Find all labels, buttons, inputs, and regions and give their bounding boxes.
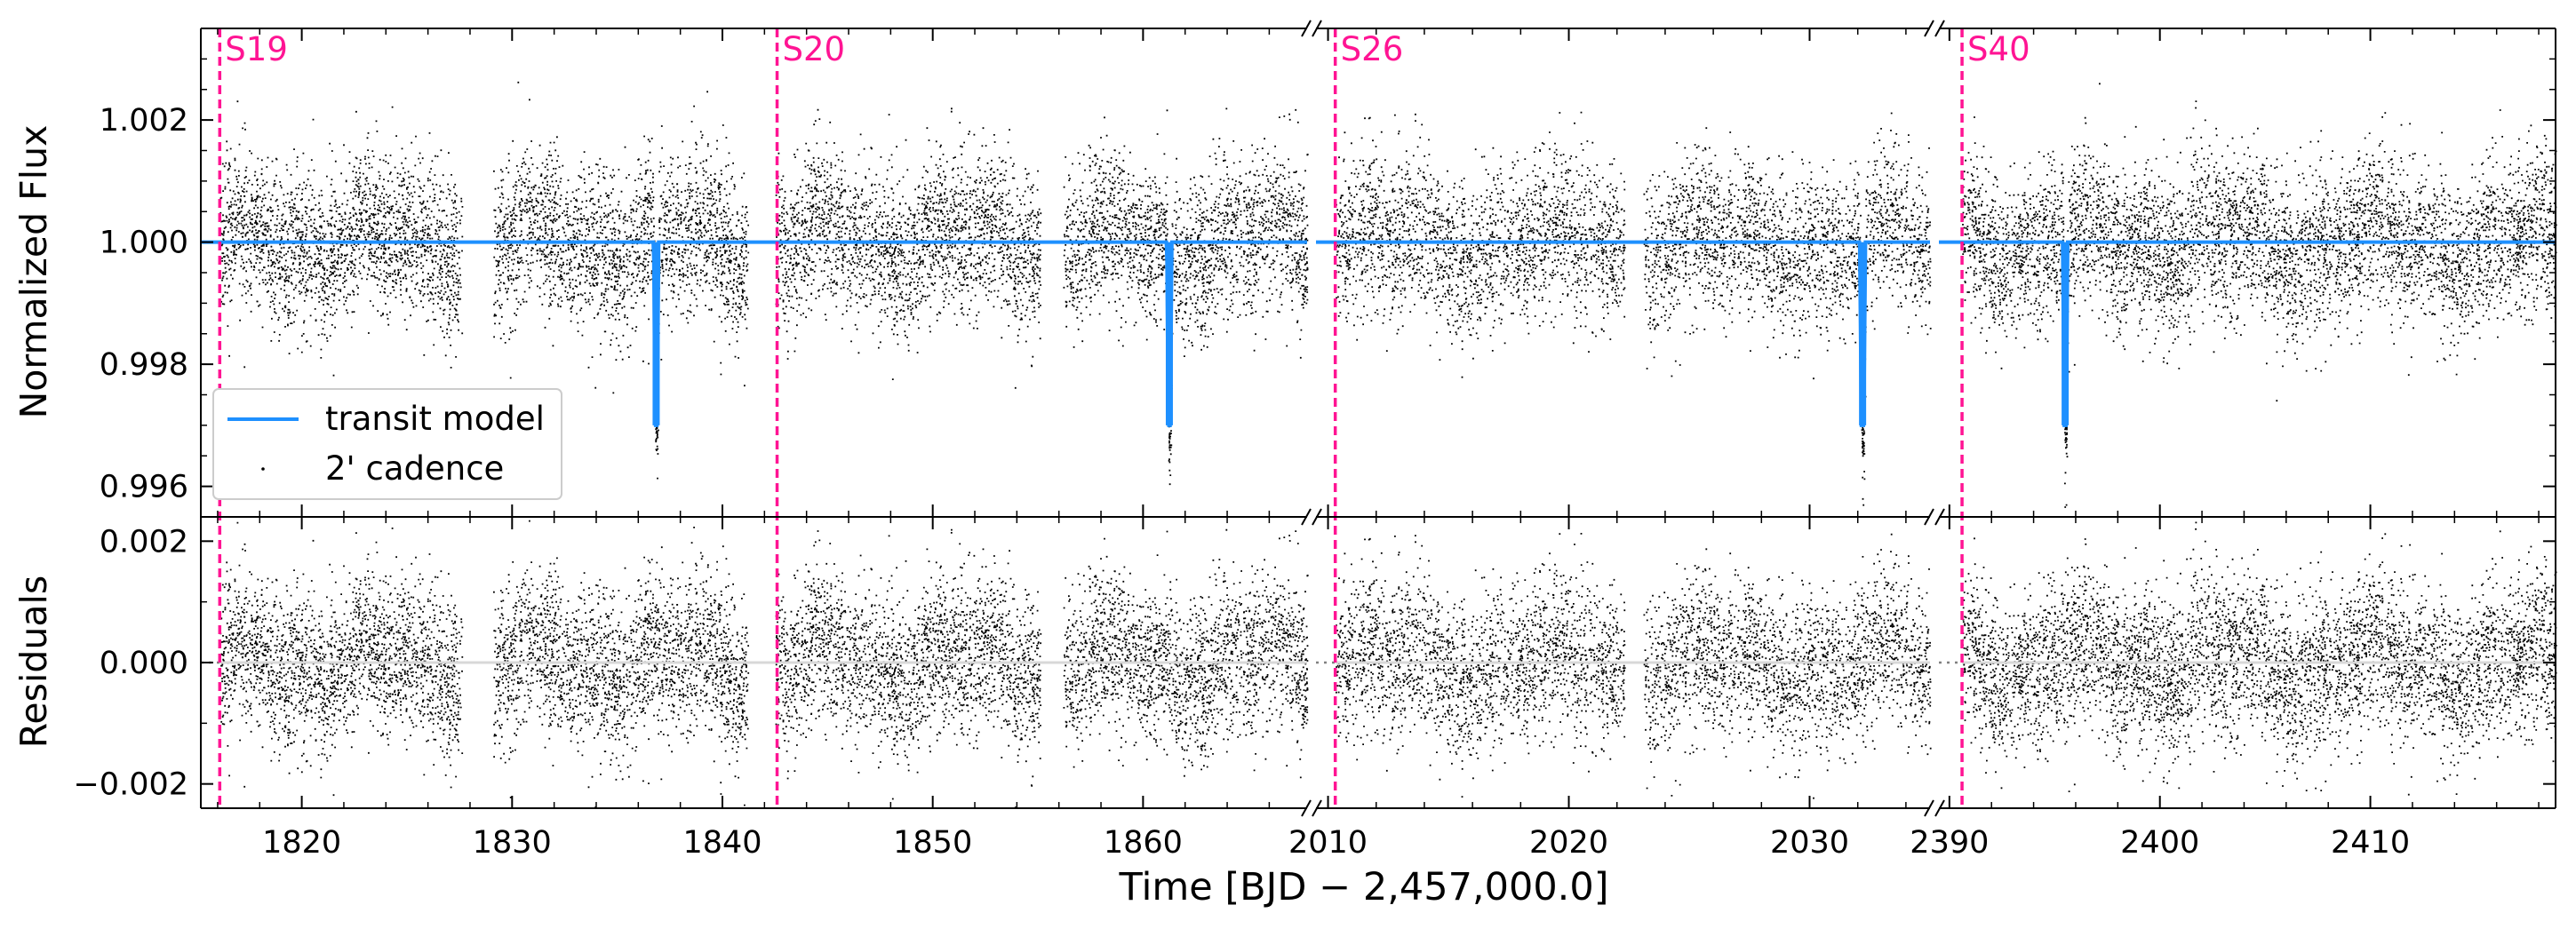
axis-break-mark [1924, 508, 1934, 526]
top-y-axis-label: Normalized Flux [12, 125, 55, 419]
top-panel [201, 81, 2557, 508]
axis-break-mark [1924, 20, 1934, 37]
legend: transit model 2' cadence [212, 388, 562, 500]
x-tick-label: 1830 [473, 825, 552, 861]
transit-model-segment [1939, 240, 2556, 427]
transit-model-line [201, 240, 2556, 427]
x-tick-label: 2410 [2331, 825, 2410, 861]
x-tick-label: 1820 [262, 825, 341, 861]
transit-model-segment [201, 240, 1307, 427]
y-tick-label: −0.002 [73, 767, 188, 803]
y-tick-label: 1.000 [100, 226, 188, 261]
axis-break-mark [1934, 508, 1945, 526]
x-tick-label: 2400 [2120, 825, 2199, 861]
axis-break-marks [1301, 20, 1945, 817]
sector-label: S20 [783, 30, 846, 68]
x-tick-label: 1860 [1104, 825, 1183, 861]
axis-ticks: 1820 1830 1840 1850 1860 2010 2020 2030 2390 2400… [73, 28, 2556, 861]
bottom-y-axis-label: Residuals [12, 576, 55, 749]
y-tick-label: 1.002 [100, 103, 188, 139]
sector-label: S26 [1341, 30, 1404, 68]
axis-break-mark [1312, 799, 1322, 817]
axis-break-mark [1934, 799, 1945, 817]
x-tick-label: 2030 [1770, 825, 1849, 861]
y-tick-label: 0.002 [100, 524, 188, 560]
legend-points-swatch [261, 467, 265, 471]
bottom-panel [201, 520, 2557, 809]
sector-label: S19 [225, 30, 288, 68]
axis-break-mark [1301, 799, 1312, 817]
y-tick-label: 0.000 [100, 646, 188, 681]
axis-break-mark [1924, 799, 1934, 817]
x-tick-label: 1840 [682, 825, 762, 861]
y-tick-label: 0.998 [100, 347, 188, 383]
axis-break-mark [1312, 20, 1322, 37]
y-tick-label: 0.996 [100, 470, 188, 505]
legend-entry-points: 2' cadence [325, 449, 504, 488]
legend-box [212, 388, 562, 500]
axis-break-mark [1301, 20, 1312, 37]
legend-entry-model: transit model [325, 400, 545, 438]
x-axis-label: Time [BJD − 2,457,000.0] [1119, 865, 1609, 909]
x-tick-label: 2020 [1529, 825, 1608, 861]
x-tick-label: 2390 [1910, 825, 1989, 861]
x-tick-label: 1850 [893, 825, 972, 861]
axis-break-mark [1301, 508, 1312, 526]
axis-break-mark [1934, 20, 1945, 37]
axis-break-mark [1312, 508, 1322, 526]
axes-frames [200, 28, 2556, 809]
transit-model-segment [1316, 240, 1930, 427]
x-tick-label: 2010 [1288, 825, 1368, 861]
sector-label: S40 [1967, 30, 2030, 68]
